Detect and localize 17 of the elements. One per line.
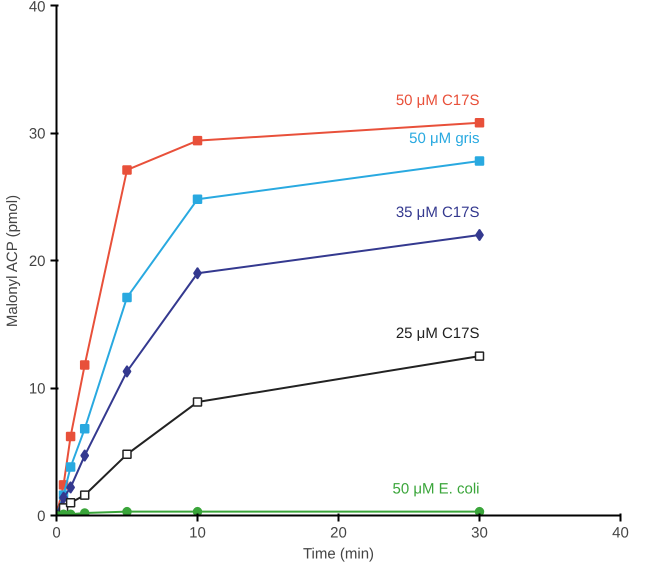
y-tick-label: 40 <box>28 0 46 16</box>
x-tick-label: 10 <box>189 524 206 542</box>
x-tick-label: 20 <box>330 524 347 542</box>
y-axis-title: Malonyl ACP (pmol) <box>4 194 21 328</box>
y-tick-label: 0 <box>37 508 46 525</box>
series-label: 25 μM C17S <box>396 325 480 342</box>
x-tick-label: 40 <box>612 524 629 542</box>
x-axis-title: Time (min) <box>302 546 374 562</box>
x-tick-label: 30 <box>471 524 488 542</box>
x-tick-label: 0 <box>52 524 61 542</box>
y-tick-label: 20 <box>28 253 46 270</box>
series-label: 50 μM C17S <box>396 92 480 109</box>
y-tick-label: 30 <box>28 126 46 142</box>
series-label: 50 μM E. coli <box>392 480 480 498</box>
series-label: 35 μM C17S <box>396 204 480 221</box>
y-tick-label: 10 <box>28 380 46 398</box>
series-label: 50 μM gris <box>409 130 480 148</box>
